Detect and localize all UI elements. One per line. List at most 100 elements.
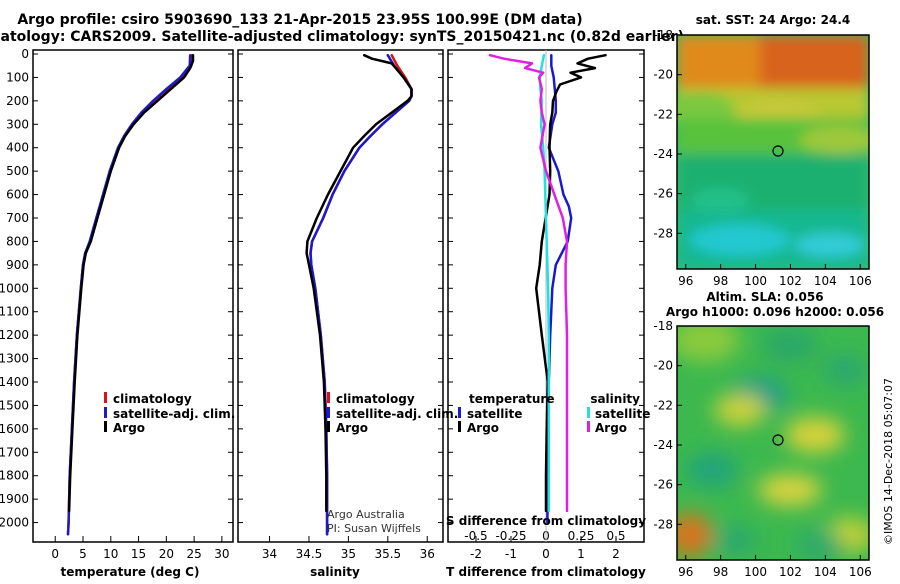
s-difference-axis-label: S difference from climatology <box>446 514 646 528</box>
argo-location-marker <box>772 434 784 446</box>
x-tick-label: 20 <box>159 547 174 561</box>
y-tick-label: 1200 <box>0 328 29 342</box>
y-tick-label: 500 <box>6 164 29 178</box>
legend-temperature-header: temperature <box>469 392 554 406</box>
temperature-panel <box>32 49 234 543</box>
map-y-tick-label: -18 <box>653 319 673 333</box>
y-tick-label: 900 <box>6 258 29 272</box>
x-top-tick-label: -0.5 <box>464 529 487 543</box>
y-tick-label: 1000 <box>0 281 29 295</box>
legend-label-argo: Argo <box>113 421 145 435</box>
legend-swatch-s-satellite <box>587 407 590 418</box>
x-tick-label: 34 <box>262 547 277 561</box>
y-tick-label: 2000 <box>0 516 29 530</box>
temperature-lines <box>66 53 195 536</box>
x-tick-label: 36 <box>420 547 435 561</box>
map-x-tick-label: 100 <box>744 565 767 579</box>
map-y-tick-label: -24 <box>653 147 673 161</box>
y-tick-label: 1100 <box>0 305 29 319</box>
sst-map-title: sat. SST: 24 Argo: 24.4 <box>696 13 850 27</box>
y-tick-label: 100 <box>6 70 29 84</box>
sla-map-frame <box>676 325 870 561</box>
figure-title-line2: Climatology: CARS2009. Satellite-adjuste… <box>0 29 684 45</box>
legend-swatch-climatology <box>104 392 107 403</box>
figure-title-line1: Argo profile: csiro 5903690_133 21-Apr-2… <box>17 12 582 28</box>
series-line-argo <box>67 53 195 513</box>
map-x-tick-label: 98 <box>713 565 728 579</box>
map-y-tick-label: -22 <box>653 107 673 121</box>
map-y-tick-label: -20 <box>653 359 673 373</box>
map-y-tick-label: -22 <box>653 398 673 412</box>
map-x-tick-label: 96 <box>678 274 693 288</box>
map-x-tick-label: 96 <box>678 565 693 579</box>
difference-lines <box>488 50 607 542</box>
credit-line1: Argo Australia <box>327 508 405 521</box>
map-y-tick-label: -20 <box>653 68 673 82</box>
map-x-tick-label: 106 <box>849 274 872 288</box>
legend-swatch-satellite <box>327 407 330 418</box>
legend-swatch-t-satellite <box>458 407 461 418</box>
x-tick-label: 35.5 <box>374 547 401 561</box>
x-tick-label: 10 <box>103 547 118 561</box>
y-tick-label: 1700 <box>0 445 29 459</box>
series-line-argo <box>305 53 413 513</box>
y-tick-label: 1500 <box>0 398 29 412</box>
salinity-lines <box>305 53 413 536</box>
y-tick-label: 1300 <box>0 352 29 366</box>
map-x-tick-label: 104 <box>814 274 837 288</box>
legend-label-satellite: satellite-adj. clim. <box>336 407 458 421</box>
argo-location-marker <box>772 145 784 157</box>
sla-map-ticks: 96 98 100 102 104 106 -18 -20 -22 -24 -26 -28 <box>653 319 871 579</box>
y-tick-label: 1800 <box>0 469 29 483</box>
map-x-tick-label: 100 <box>744 274 767 288</box>
y-tick-label: 200 <box>6 94 29 108</box>
y-tick-label: 800 <box>6 234 29 248</box>
salinity-legend: climatology satellite-adj. clim. Argo <box>327 392 458 435</box>
series-line-salinity-argo <box>488 53 569 513</box>
legend-label-satellite: satellite-adj. clim. <box>113 407 235 421</box>
series-line-temperature-argo <box>534 53 607 513</box>
x-tick-label: 30 <box>214 547 229 561</box>
map-x-tick-label: 104 <box>814 565 837 579</box>
x-tick-label: 35 <box>341 547 356 561</box>
temperature-axis-label: temperature (deg C) <box>61 565 200 579</box>
x-tick-label: -2 <box>470 547 482 561</box>
map-x-tick-label: 106 <box>849 565 872 579</box>
map-y-tick-label: -24 <box>653 438 673 452</box>
sla-map-title-line2: Argo h1000: 0.096 h2000: 0.056 <box>666 305 884 319</box>
legend-swatch-argo <box>327 421 330 432</box>
map-y-tick-label: -26 <box>653 478 673 492</box>
sla-map-title-line1: Altim. SLA: 0.056 <box>706 290 823 304</box>
sst-map-ticks: 96 98 100 102 104 106 -18 -20 -22 -24 -26 -28 <box>653 28 871 288</box>
salinity-panel <box>237 49 444 543</box>
map-y-tick-label: -28 <box>653 517 673 531</box>
map-x-tick-label: 102 <box>779 565 802 579</box>
map-y-tick-label: -26 <box>653 187 673 201</box>
imos-watermark: ©IMOS 14-Dec-2018 05:07:07 <box>882 378 895 545</box>
legend-salinity-header: salinity <box>590 392 640 406</box>
depth-axis-ticks: 0 100 200 300 400 500 600 700 800 900 1000 1100 1200… <box>0 47 644 530</box>
x-tick-label: 0 <box>542 547 550 561</box>
legend-label-climatology: climatology <box>113 392 192 406</box>
y-tick-label: 1600 <box>0 422 29 436</box>
difference-legend: temperature salinity satellite Argo sate… <box>458 392 650 435</box>
temperature-axis-ticks: 0 5 10 15 20 25 30 <box>51 536 230 561</box>
legend-label-t-satellite: satellite <box>467 407 522 421</box>
y-tick-label: 1400 <box>0 375 29 389</box>
map-y-tick-label: -18 <box>653 28 673 42</box>
map-x-tick-label: 98 <box>713 274 728 288</box>
legend-label-t-argo: Argo <box>467 421 499 435</box>
legend-swatch-climatology <box>327 392 330 403</box>
map-x-tick-label: 102 <box>779 274 802 288</box>
x-tick-label: 1 <box>577 547 585 561</box>
y-tick-label: 300 <box>6 117 29 131</box>
legend-swatch-satellite <box>104 407 107 418</box>
x-tick-label: 0 <box>51 547 59 561</box>
sst-map-frame <box>676 34 870 270</box>
legend-label-argo: Argo <box>336 421 368 435</box>
map-y-tick-label: -28 <box>653 226 673 240</box>
legend-swatch-s-argo <box>587 421 590 432</box>
temperature-legend: climatology satellite-adj. clim. Argo <box>104 392 235 435</box>
